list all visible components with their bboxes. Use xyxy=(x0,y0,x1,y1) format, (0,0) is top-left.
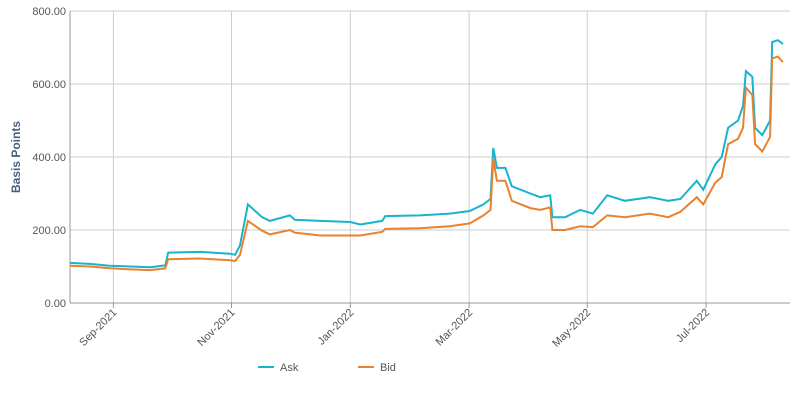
y-tick-label: 200.00 xyxy=(32,225,66,237)
legend-label: Bid xyxy=(380,362,396,374)
series-line xyxy=(69,55,784,272)
x-tick-label: Nov-2021 xyxy=(195,307,237,349)
x-tick-label: Sep-2021 xyxy=(77,307,119,349)
y-tick-label: 600.00 xyxy=(32,79,66,91)
y-axis-title: Basis Points xyxy=(9,121,23,193)
y-tick-label: 800.00 xyxy=(32,6,66,18)
series-line xyxy=(69,39,784,269)
legend-label: Ask xyxy=(280,362,299,374)
y-tick-label: 400.00 xyxy=(32,152,66,164)
x-tick-label: Mar-2022 xyxy=(433,307,475,349)
x-tick-label: May-2022 xyxy=(550,307,593,350)
x-tick-label: Jan-2022 xyxy=(316,307,357,348)
y-tick-label: 0.00 xyxy=(45,298,66,310)
x-tick-label: Jul-2022 xyxy=(674,307,712,345)
